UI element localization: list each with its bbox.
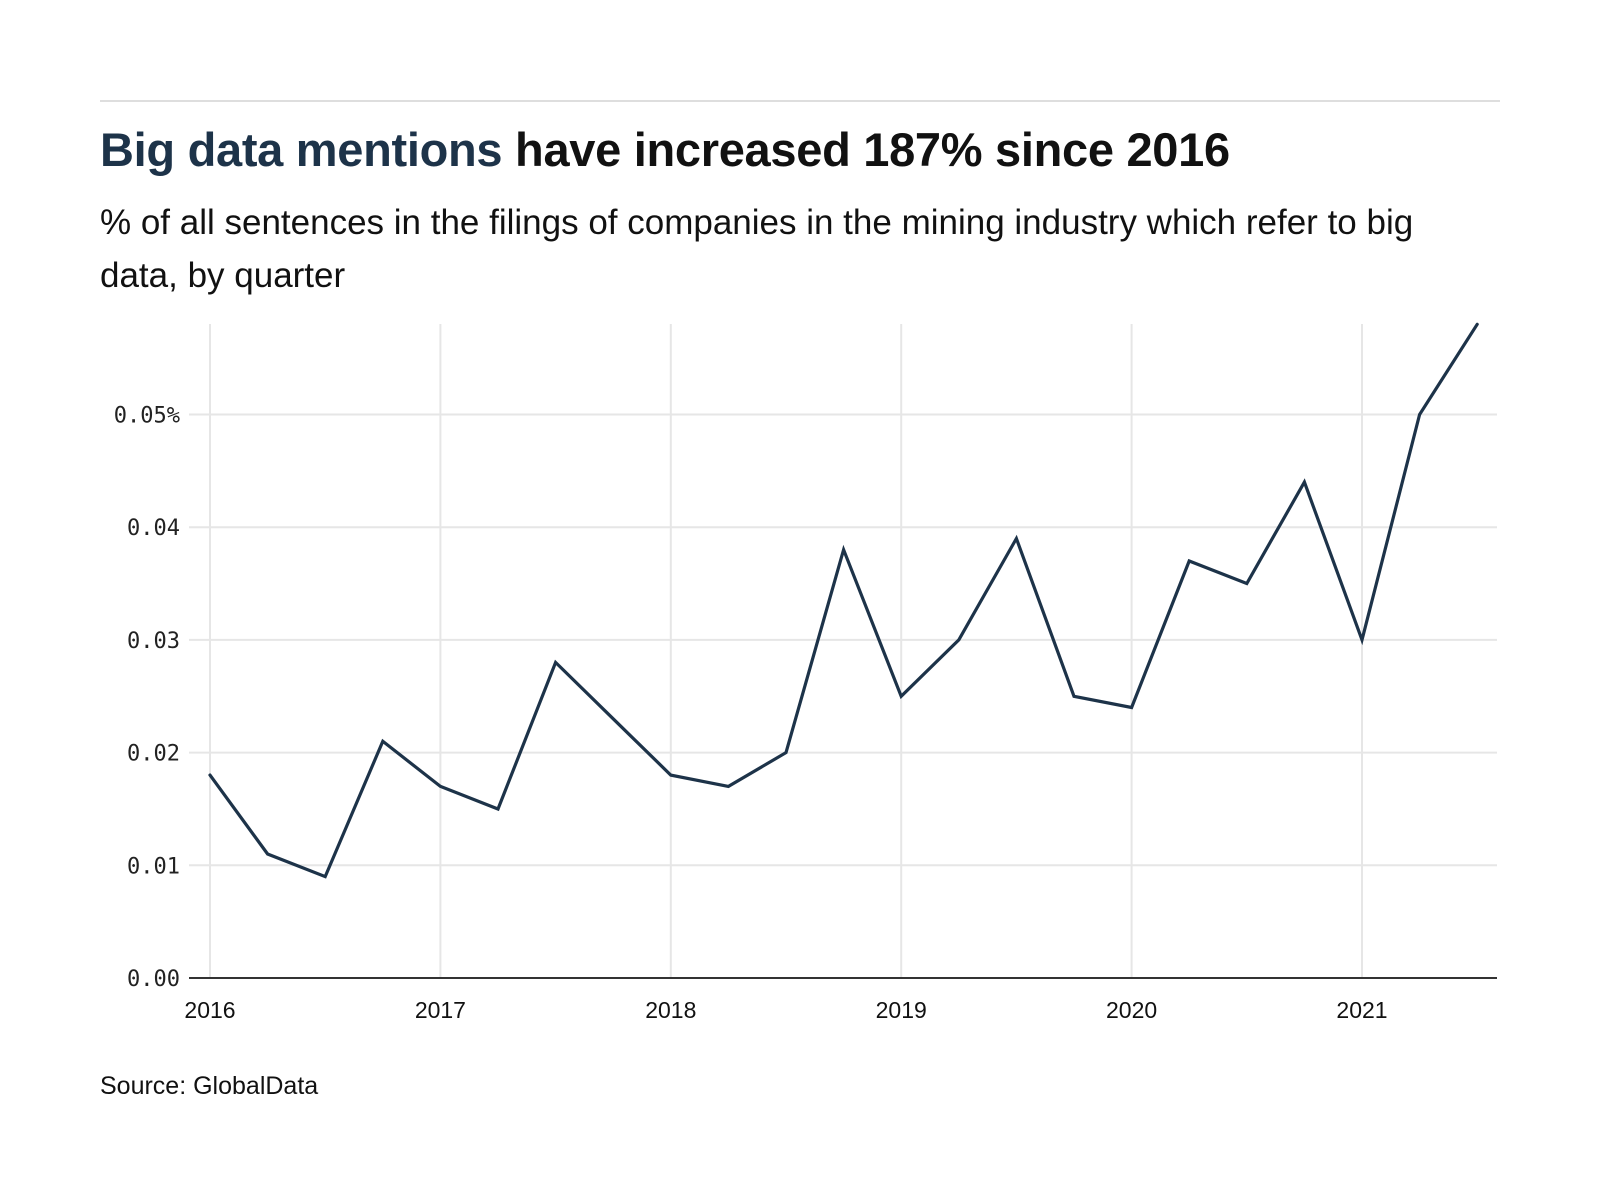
chart-title: Big data mentions have increased 187% si… bbox=[100, 122, 1230, 177]
y-axis-labels: 0.00 0.01 0.02 0.03 0.04 0.05% bbox=[114, 404, 180, 993]
x-tick-label: 2018 bbox=[645, 997, 696, 1023]
x-tick-label: 2020 bbox=[1106, 997, 1157, 1023]
y-tick-label: 0.05% bbox=[114, 404, 180, 429]
x-tick-label: 2019 bbox=[876, 997, 927, 1023]
x-gridlines bbox=[209, 324, 1363, 978]
x-tick-label: 2017 bbox=[415, 997, 466, 1023]
y-gridlines bbox=[189, 413, 1497, 867]
chart-title-accent: Big data mentions bbox=[100, 123, 503, 176]
x-tick-label: 2016 bbox=[184, 997, 235, 1023]
series-line-big-data-mentions bbox=[208, 322, 1479, 879]
chart-subtitle: % of all sentences in the filings of com… bbox=[100, 203, 1414, 295]
source-note: Source: GlobalData bbox=[100, 1072, 319, 1100]
chart-title-rest: have increased 187% since 2016 bbox=[502, 123, 1230, 176]
y-tick-label: 0.04 bbox=[127, 516, 180, 541]
y-tick-label: 0.01 bbox=[127, 854, 180, 879]
y-tick-label: 0.00 bbox=[127, 967, 180, 992]
y-tick-label: 0.02 bbox=[127, 742, 180, 767]
x-tick-label: 2021 bbox=[1336, 997, 1387, 1023]
y-tick-label: 0.03 bbox=[127, 629, 180, 654]
x-axis-labels: 2016 2017 2018 2019 2020 2021 bbox=[184, 997, 1387, 1023]
top-divider bbox=[100, 100, 1500, 102]
series-group bbox=[208, 322, 1479, 879]
